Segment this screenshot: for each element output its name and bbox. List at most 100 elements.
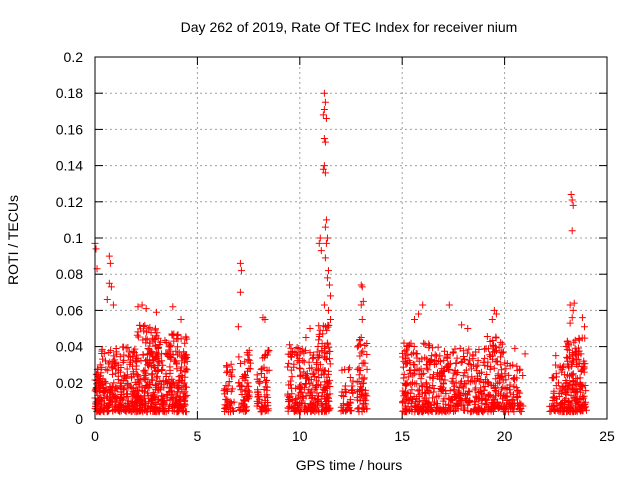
data-point (363, 351, 371, 359)
data-point (111, 405, 119, 413)
data-point (436, 352, 444, 360)
data-point (443, 354, 451, 362)
data-point (261, 315, 269, 323)
x-tick-label: 10 (292, 428, 308, 444)
data-point (221, 401, 229, 409)
data-point (181, 367, 189, 375)
data-point (502, 408, 510, 416)
data-point (402, 380, 410, 388)
data-point (575, 335, 583, 343)
data-point (98, 349, 106, 357)
y-tick-label: 0.08 (56, 266, 83, 282)
data-point (429, 374, 437, 382)
data-point (309, 355, 317, 363)
data-point (228, 385, 236, 393)
data-point (291, 398, 299, 406)
data-point (321, 367, 329, 375)
data-point (242, 387, 250, 395)
data-point (98, 363, 106, 371)
data-point (415, 310, 423, 318)
data-point (354, 342, 362, 350)
data-point (325, 343, 333, 351)
plot-frame (94, 56, 608, 420)
data-point (165, 384, 173, 392)
data-point (293, 406, 301, 414)
data-point (491, 383, 499, 391)
y-tick-label: 0.14 (56, 158, 83, 174)
data-point (307, 389, 315, 397)
data-point (569, 370, 577, 378)
data-point (127, 383, 135, 391)
data-point (567, 191, 575, 199)
data-point (423, 384, 431, 392)
data-point (452, 359, 460, 367)
data-point (235, 406, 243, 414)
data-point (296, 365, 304, 373)
data-point (155, 358, 163, 366)
data-point (501, 384, 509, 392)
data-point (342, 388, 350, 396)
data-point (170, 378, 178, 386)
data-point (349, 386, 357, 394)
data-point (471, 398, 479, 406)
data-point (488, 399, 496, 407)
data-point (306, 380, 314, 388)
data-point (148, 376, 156, 384)
data-point (308, 393, 316, 401)
data-point (173, 365, 181, 373)
data-point (300, 368, 308, 376)
y-tick-label: 0.2 (64, 49, 84, 65)
data-point (166, 402, 174, 410)
data-point (143, 336, 151, 344)
data-point (141, 366, 149, 374)
data-point (169, 303, 177, 311)
data-point (501, 370, 509, 378)
data-point (399, 353, 407, 361)
data-point (577, 396, 585, 404)
data-point (164, 391, 172, 399)
y-tick-label: 0.06 (56, 302, 83, 318)
data-point (348, 387, 356, 395)
data-point (439, 380, 447, 388)
data-point (327, 315, 335, 323)
data-point (492, 334, 500, 342)
data-point (138, 301, 146, 309)
data-point (563, 408, 571, 416)
data-point (505, 371, 513, 379)
data-point (290, 401, 298, 409)
data-point (575, 347, 583, 355)
data-point (411, 361, 419, 369)
data-point (119, 396, 127, 404)
data-point (230, 398, 238, 406)
data-point (464, 325, 472, 332)
data-point (451, 367, 459, 375)
data-point (223, 387, 231, 395)
data-point (160, 394, 168, 402)
data-point (285, 395, 293, 403)
data-point (257, 408, 265, 416)
data-point (357, 301, 365, 309)
x-tick-label: 20 (497, 428, 513, 444)
data-point (123, 374, 131, 382)
data-point (314, 354, 322, 362)
data-point (263, 367, 271, 375)
data-point (417, 375, 425, 383)
data-point (97, 401, 105, 409)
data-point (362, 396, 370, 404)
data-point (464, 401, 472, 409)
data-point (150, 336, 158, 344)
data-point (106, 259, 114, 267)
data-point (552, 382, 560, 390)
data-point (105, 400, 113, 408)
data-point (422, 389, 430, 397)
data-point (134, 303, 142, 311)
data-point (312, 359, 320, 367)
data-point (490, 348, 498, 356)
data-point (179, 389, 187, 397)
data-point (470, 361, 478, 369)
data-point (104, 366, 112, 374)
data-point (435, 371, 443, 379)
data-point (284, 363, 292, 371)
data-point (573, 395, 581, 403)
